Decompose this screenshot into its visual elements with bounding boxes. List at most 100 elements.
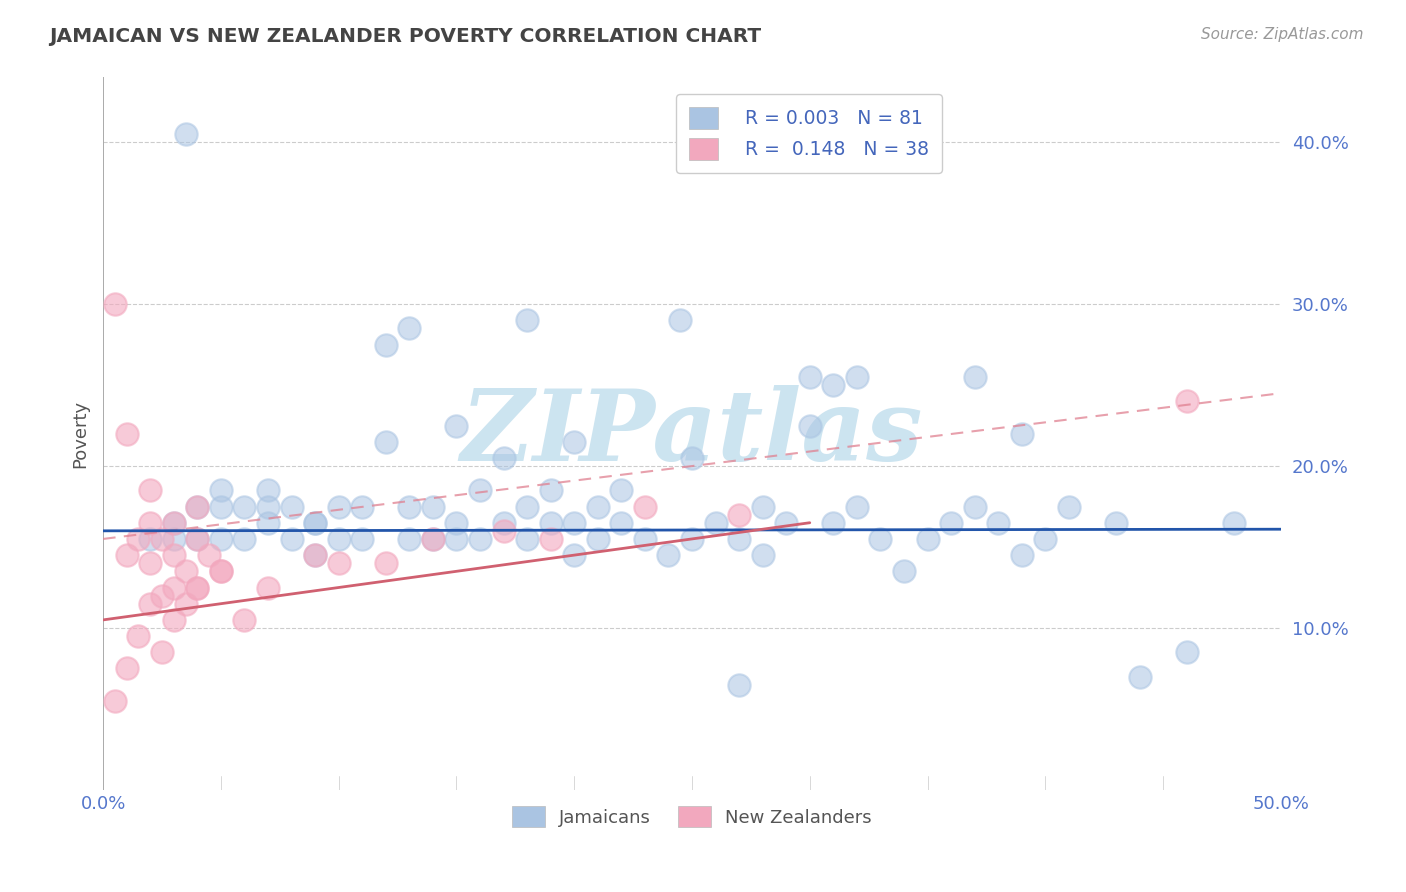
Point — [186, 500, 208, 514]
Point — [398, 500, 420, 514]
Point — [562, 516, 585, 530]
Point — [352, 532, 374, 546]
Point — [257, 516, 280, 530]
Point — [233, 500, 256, 514]
Point — [634, 500, 657, 514]
Point — [163, 613, 186, 627]
Point — [127, 532, 149, 546]
Point — [422, 532, 444, 546]
Point — [540, 483, 562, 498]
Point — [540, 516, 562, 530]
Point — [562, 434, 585, 449]
Point — [257, 500, 280, 514]
Point — [304, 516, 326, 530]
Point — [468, 532, 491, 546]
Point — [186, 532, 208, 546]
Point — [751, 548, 773, 562]
Point — [186, 581, 208, 595]
Point — [704, 516, 727, 530]
Point — [1011, 548, 1033, 562]
Point — [398, 532, 420, 546]
Point — [163, 581, 186, 595]
Point — [198, 548, 221, 562]
Point — [233, 613, 256, 627]
Point — [893, 564, 915, 578]
Point — [115, 548, 138, 562]
Point — [115, 661, 138, 675]
Point — [209, 532, 232, 546]
Point — [823, 378, 845, 392]
Point — [186, 500, 208, 514]
Point — [163, 548, 186, 562]
Point — [280, 532, 302, 546]
Point — [139, 556, 162, 570]
Point — [257, 483, 280, 498]
Point — [446, 532, 468, 546]
Point — [492, 450, 515, 465]
Legend: Jamaicans, New Zealanders: Jamaicans, New Zealanders — [505, 799, 879, 834]
Point — [209, 500, 232, 514]
Point — [139, 597, 162, 611]
Point — [328, 500, 350, 514]
Point — [562, 548, 585, 562]
Point — [1033, 532, 1056, 546]
Point — [304, 548, 326, 562]
Point — [1222, 516, 1244, 530]
Point — [823, 516, 845, 530]
Point — [728, 532, 751, 546]
Point — [1011, 426, 1033, 441]
Point — [1175, 394, 1198, 409]
Point — [1175, 645, 1198, 659]
Point — [681, 532, 703, 546]
Point — [304, 516, 326, 530]
Point — [374, 556, 396, 570]
Point — [139, 483, 162, 498]
Text: Source: ZipAtlas.com: Source: ZipAtlas.com — [1201, 27, 1364, 42]
Point — [422, 532, 444, 546]
Point — [540, 532, 562, 546]
Text: ZIPatlas: ZIPatlas — [461, 385, 924, 482]
Point — [174, 564, 197, 578]
Point — [174, 127, 197, 141]
Point — [186, 581, 208, 595]
Point — [657, 548, 679, 562]
Point — [1128, 669, 1150, 683]
Point — [398, 321, 420, 335]
Point — [963, 370, 986, 384]
Point — [150, 532, 173, 546]
Point — [634, 532, 657, 546]
Point — [328, 556, 350, 570]
Point — [516, 313, 538, 327]
Point — [1057, 500, 1080, 514]
Point — [352, 500, 374, 514]
Point — [751, 500, 773, 514]
Y-axis label: Poverty: Poverty — [72, 400, 89, 467]
Point — [1105, 516, 1128, 530]
Point — [174, 597, 197, 611]
Point — [917, 532, 939, 546]
Point — [669, 313, 692, 327]
Point — [728, 678, 751, 692]
Point — [104, 297, 127, 311]
Point — [115, 426, 138, 441]
Point — [516, 500, 538, 514]
Point — [374, 434, 396, 449]
Text: JAMAICAN VS NEW ZEALANDER POVERTY CORRELATION CHART: JAMAICAN VS NEW ZEALANDER POVERTY CORREL… — [49, 27, 761, 45]
Point — [163, 516, 186, 530]
Point — [869, 532, 891, 546]
Point — [257, 581, 280, 595]
Point — [150, 645, 173, 659]
Point — [374, 337, 396, 351]
Point — [139, 516, 162, 530]
Point — [209, 564, 232, 578]
Point — [681, 450, 703, 465]
Point — [328, 532, 350, 546]
Point — [209, 483, 232, 498]
Point — [799, 418, 821, 433]
Point — [799, 370, 821, 384]
Point — [468, 483, 491, 498]
Point — [163, 532, 186, 546]
Point — [209, 564, 232, 578]
Point — [104, 694, 127, 708]
Point — [186, 532, 208, 546]
